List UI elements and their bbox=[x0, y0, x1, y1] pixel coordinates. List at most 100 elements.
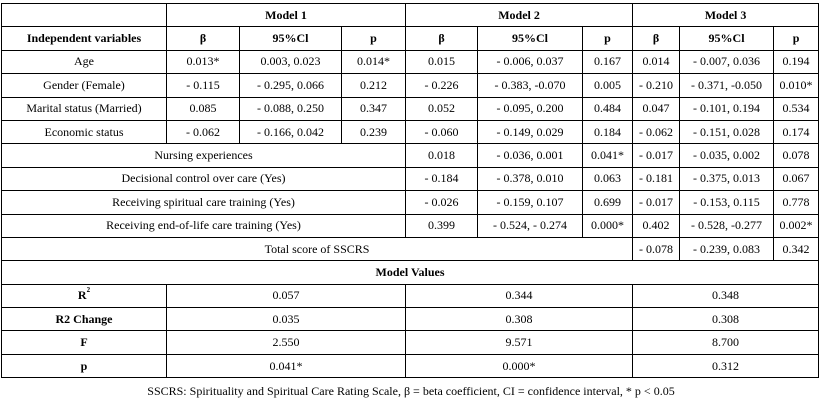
row-label: Gender (Female) bbox=[1, 73, 167, 98]
cell: - 0.383, -0.070 bbox=[477, 73, 584, 98]
cell: 0.484 bbox=[582, 96, 634, 121]
cell: 0.308 bbox=[405, 307, 634, 332]
cell: 0.342 bbox=[773, 236, 820, 262]
m2-ci-header: 95%Cl bbox=[477, 26, 584, 51]
m3-beta-header: β bbox=[632, 26, 681, 51]
cell: 0.778 bbox=[773, 190, 820, 215]
cell: 0.041* bbox=[165, 353, 407, 379]
cell: 0.312 bbox=[632, 353, 820, 379]
cell: 0.000* bbox=[582, 213, 634, 238]
cell: - 0.035, 0.002 bbox=[679, 143, 775, 168]
cell: 0.184 bbox=[582, 119, 634, 145]
model2-header: Model 2 bbox=[405, 2, 634, 28]
cell: 0.002* bbox=[773, 213, 820, 238]
cell: - 0.378, 0.010 bbox=[477, 166, 584, 192]
m2-p-header: p bbox=[582, 26, 634, 51]
model-header-row: Model 1 Model 2 Model 3 bbox=[1, 2, 820, 28]
cell: - 0.006, 0.037 bbox=[477, 49, 584, 75]
m2-beta-header: β bbox=[405, 26, 479, 51]
regression-table: Model 1 Model 2 Model 3 Independent vari… bbox=[0, 2, 820, 379]
cell: 0.308 bbox=[632, 307, 820, 332]
cell: 0.013* bbox=[166, 49, 240, 75]
cell: 0.000* bbox=[405, 353, 634, 379]
cell: - 0.166, 0.042 bbox=[239, 119, 342, 145]
cell: 0.052 bbox=[405, 96, 479, 121]
cell: - 0.375, 0.013 bbox=[679, 166, 775, 192]
cell: - 0.060 bbox=[405, 119, 479, 145]
table-row: Receiving spiritual care training (Yes) … bbox=[0, 190, 820, 215]
cell: - 0.371, -0.050 bbox=[679, 73, 775, 98]
table-row: Decisional control over care (Yes) - 0.1… bbox=[0, 166, 820, 192]
cell: - 0.149, 0.029 bbox=[477, 119, 584, 145]
cell: 9.571 bbox=[405, 330, 634, 355]
cell: - 0.088, 0.250 bbox=[239, 96, 342, 121]
table-row: Age 0.013* 0.003, 0.023 0.014* 0.015 - 0… bbox=[1, 49, 820, 75]
cell: 0.344 bbox=[405, 283, 634, 309]
cell: 0.063 bbox=[582, 166, 634, 192]
cell: - 0.007, 0.036 bbox=[679, 49, 775, 75]
cell: - 0.226 bbox=[405, 73, 479, 98]
cell: 0.035 bbox=[165, 307, 407, 332]
p-label: p bbox=[1, 353, 167, 379]
model1-header: Model 1 bbox=[165, 2, 407, 28]
r2-label: R2 bbox=[1, 283, 167, 309]
cell: - 0.017 bbox=[632, 190, 681, 215]
row-label: Nursing experiences bbox=[0, 143, 407, 168]
cell: - 0.095, 0.200 bbox=[477, 96, 584, 121]
row-label: Age bbox=[1, 49, 167, 75]
cell: 0.167 bbox=[582, 49, 634, 75]
cell: 0.015 bbox=[405, 49, 479, 75]
cell: 0.014* bbox=[340, 49, 407, 75]
cell: 0.348 bbox=[632, 283, 820, 309]
cell: 0.003, 0.023 bbox=[239, 49, 342, 75]
cell: 0.078 bbox=[773, 143, 820, 168]
table-row: Receiving end-of-life care training (Yes… bbox=[0, 213, 820, 238]
table-row: Economic status - 0.062 - 0.166, 0.042 0… bbox=[1, 119, 820, 145]
cell: 0.005 bbox=[582, 73, 634, 98]
cell: - 0.528, -0.277 bbox=[679, 213, 775, 238]
m3-p-header: p bbox=[773, 26, 820, 51]
cell: - 0.036, 0.001 bbox=[477, 143, 584, 168]
column-header-row: Independent variables β 95%Cl p β 95%Cl … bbox=[1, 26, 820, 51]
cell: - 0.524, - 0.274 bbox=[477, 213, 584, 238]
table-row: R2 0.057 0.344 0.348 bbox=[1, 283, 820, 309]
row-label: Total score of SSCRS bbox=[0, 236, 634, 262]
cell: 0.212 bbox=[340, 73, 407, 98]
cell: - 0.184 bbox=[405, 166, 479, 192]
table-row: Gender (Female) - 0.115 - 0.295, 0.066 0… bbox=[1, 73, 820, 98]
cell: - 0.078 bbox=[632, 236, 681, 262]
cell: 0.047 bbox=[632, 96, 681, 121]
m1-beta-header: β bbox=[166, 26, 240, 51]
cell: - 0.115 bbox=[166, 73, 240, 98]
row-label: Receiving spiritual care training (Yes) bbox=[0, 190, 407, 215]
cell: - 0.210 bbox=[632, 73, 681, 98]
r2-change-label: R2 Change bbox=[1, 307, 167, 332]
cell: - 0.295, 0.066 bbox=[239, 73, 342, 98]
cell: - 0.151, 0.028 bbox=[679, 119, 775, 145]
row-label: Receiving end-of-life care training (Yes… bbox=[0, 213, 407, 238]
row-label: Decisional control over care (Yes) bbox=[0, 166, 407, 192]
cell: 0.402 bbox=[632, 213, 681, 238]
cell: 0.067 bbox=[773, 166, 820, 192]
model3-header: Model 3 bbox=[632, 2, 820, 28]
table-row: Total score of SSCRS - 0.078 - 0.239, 0.… bbox=[0, 236, 820, 262]
m1-ci-header: 95%Cl bbox=[239, 26, 342, 51]
corner-cell bbox=[1, 2, 167, 28]
cell: 0.057 bbox=[165, 283, 407, 309]
table-row: Nursing experiences 0.018 - 0.036, 0.001… bbox=[0, 143, 820, 168]
cell: 0.699 bbox=[582, 190, 634, 215]
cell: - 0.026 bbox=[405, 190, 479, 215]
table-row: F 2.550 9.571 8.700 bbox=[1, 330, 820, 355]
cell: - 0.017 bbox=[632, 143, 681, 168]
cell: 0.014 bbox=[632, 49, 681, 75]
cell: 0.534 bbox=[773, 96, 820, 121]
cell: 2.550 bbox=[165, 330, 407, 355]
cell: - 0.159, 0.107 bbox=[477, 190, 584, 215]
table-footnote: SSCRS: Spirituality and Spiritual Care R… bbox=[147, 384, 675, 398]
cell: 0.194 bbox=[773, 49, 820, 75]
f-label: F bbox=[1, 330, 167, 355]
cell: - 0.153, 0.115 bbox=[679, 190, 775, 215]
table-row: Marital status (Married) 0.085 - 0.088, … bbox=[1, 96, 820, 121]
model-values-header-row: Model Values bbox=[0, 260, 820, 285]
independent-variables-header: Independent variables bbox=[1, 26, 167, 51]
